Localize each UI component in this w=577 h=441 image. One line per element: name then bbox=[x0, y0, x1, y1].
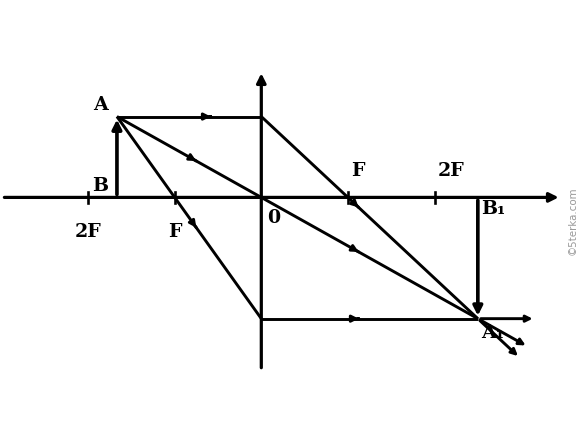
Text: B₁: B₁ bbox=[480, 200, 505, 218]
Text: F: F bbox=[168, 224, 181, 241]
Text: B: B bbox=[92, 176, 108, 194]
Text: A: A bbox=[93, 96, 108, 114]
Text: 0: 0 bbox=[267, 209, 280, 227]
Text: 2F: 2F bbox=[74, 224, 102, 241]
Text: ©5terka.com: ©5terka.com bbox=[567, 186, 576, 255]
Text: F: F bbox=[350, 162, 364, 180]
Text: A₁: A₁ bbox=[480, 325, 503, 343]
Text: 2F: 2F bbox=[437, 162, 464, 180]
